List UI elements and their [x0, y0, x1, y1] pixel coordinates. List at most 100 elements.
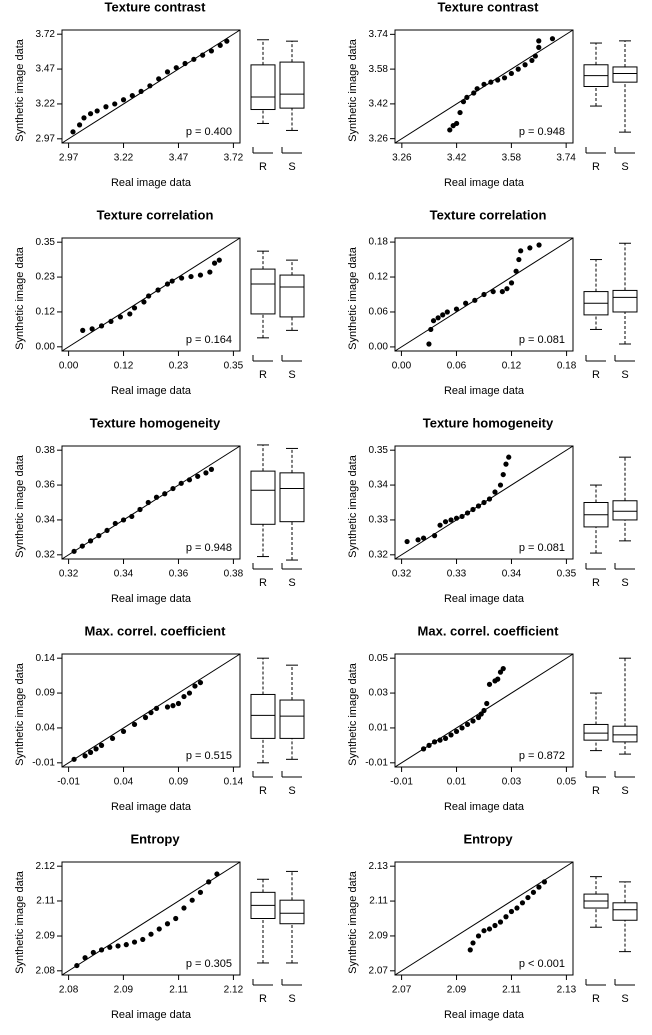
qq-point: [459, 725, 465, 731]
y-tick-label: 0.33: [369, 515, 389, 526]
qq-point: [214, 871, 220, 877]
qq-point: [478, 711, 484, 717]
qq-point: [107, 944, 113, 950]
panel-title: Max. correl. coefficient: [85, 623, 227, 638]
qq-point: [463, 300, 469, 306]
qq-point: [109, 735, 116, 742]
qq-point: [70, 129, 76, 135]
qq-point: [189, 897, 195, 903]
qq-point: [129, 513, 135, 520]
group-label: S: [288, 369, 295, 381]
qq-point: [79, 543, 85, 549]
qq-point: [500, 666, 506, 672]
qq-point: [71, 756, 77, 762]
qq-point: [186, 477, 193, 483]
group-label: R: [259, 993, 267, 1005]
qq-point: [527, 245, 533, 251]
qq-point: [435, 315, 441, 321]
qq-point: [497, 919, 504, 925]
qq-point: [120, 517, 127, 523]
qq-point: [197, 889, 204, 895]
box: [612, 500, 638, 521]
qq-point: [470, 940, 476, 946]
p-value: p = 0.164: [186, 334, 232, 346]
qq-point: [499, 288, 505, 295]
panel-title: Texture homogeneity: [90, 415, 221, 430]
qq-point: [508, 908, 515, 915]
qq-point: [224, 38, 230, 44]
qq-point: [206, 879, 212, 885]
qq-point: [464, 510, 471, 516]
x-tick-label: 0.04: [114, 777, 134, 788]
qq-point: [120, 728, 127, 735]
qq-point: [486, 926, 493, 932]
qq-point: [123, 942, 129, 948]
x-tick-label: 0.34: [502, 569, 522, 580]
x-tick-label: 3.42: [447, 153, 467, 164]
qq-point: [178, 480, 184, 486]
qq-point: [131, 939, 138, 945]
p-value: p = 0.305: [186, 958, 232, 970]
panel-title: Max. correl. coefficient: [418, 623, 560, 638]
qq-point: [430, 318, 437, 324]
qq-point: [447, 127, 453, 133]
qq-point: [492, 922, 498, 929]
x-tick-label: 0.00: [392, 361, 412, 372]
qq-point: [497, 482, 504, 488]
y-tick-label: 0.32: [36, 549, 56, 560]
box: [583, 723, 609, 741]
qq-point: [536, 44, 542, 50]
qq-point: [484, 700, 490, 707]
qq-point: [459, 513, 465, 520]
p-value: p = 0.400: [186, 126, 232, 138]
x-tick-label: 2.09: [114, 985, 134, 996]
qq-point: [481, 81, 487, 87]
qq-point: [475, 503, 482, 509]
qq-point: [146, 293, 152, 299]
x-tick-label: 3.74: [556, 153, 576, 164]
x-tick-label: 2.11: [502, 985, 521, 996]
group-label: R: [592, 161, 600, 173]
group-label: S: [288, 161, 295, 173]
x-tick-label: 3.47: [169, 153, 189, 164]
qq-point: [453, 515, 460, 521]
qq-point: [156, 926, 162, 932]
qq-point: [208, 48, 215, 54]
group-label: S: [621, 577, 628, 589]
panel-title: Texture correlation: [430, 207, 547, 222]
qq-point: [115, 943, 121, 949]
qq-point: [156, 76, 162, 82]
x-tick-label: 0.23: [169, 361, 189, 372]
y-tick-label: 0.18: [369, 237, 389, 248]
qq-point: [486, 681, 493, 687]
x-tick-label: 0.33: [447, 569, 467, 580]
x-tick-label: 2.97: [59, 153, 79, 164]
qq-point: [98, 947, 105, 953]
qq-point: [104, 527, 110, 534]
qq-point: [197, 679, 204, 686]
qq-point: [467, 947, 473, 953]
p-value: p = 0.948: [519, 126, 565, 138]
panel-title: Texture contrast: [105, 0, 207, 14]
y-tick-label: 2.09: [36, 931, 56, 942]
panel-title: Texture homogeneity: [423, 415, 554, 430]
x-tick-label: 2.13: [557, 985, 577, 996]
qq-point: [74, 962, 80, 969]
y-tick-label: 0.35: [36, 237, 56, 248]
qq-point: [437, 522, 443, 528]
qq-point: [453, 306, 460, 312]
qq-point: [522, 62, 528, 68]
plot-frame: [394, 237, 574, 352]
x-axis-label: Real image data: [111, 593, 192, 605]
qq-point: [87, 749, 94, 755]
y-tick-label: 0.34: [369, 480, 389, 491]
y-axis-label: Synthetic image data: [14, 870, 26, 974]
qq-point: [131, 721, 138, 728]
qq-point: [420, 746, 427, 752]
p-value: p < 0.001: [519, 958, 565, 970]
qq-point: [207, 269, 213, 275]
qq-point: [90, 949, 96, 956]
qq-point: [529, 57, 535, 64]
p-value: p = 0.081: [519, 542, 565, 554]
qq-point: [431, 533, 438, 539]
